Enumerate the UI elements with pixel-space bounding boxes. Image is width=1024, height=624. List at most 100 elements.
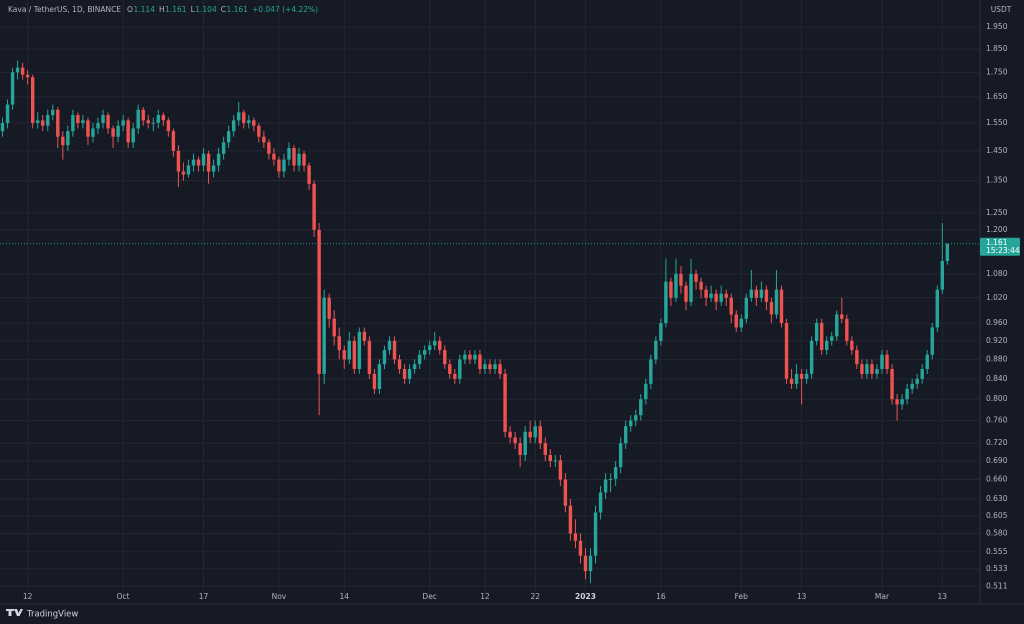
candle-body	[302, 153, 306, 166]
candle-body	[282, 159, 286, 172]
candle-body	[875, 369, 879, 374]
candle-body	[257, 125, 261, 137]
candle-body	[397, 359, 402, 370]
candle-body	[789, 378, 794, 384]
candle-body	[458, 359, 462, 379]
candle-body	[453, 373, 457, 379]
candle-body	[850, 340, 854, 351]
x-tick-label: Dec	[422, 592, 437, 601]
candle-body	[151, 122, 155, 124]
candle-body	[252, 120, 256, 126]
y-tick-label: 0.660	[986, 475, 1008, 484]
candle-body	[171, 131, 176, 151]
candle-body	[478, 354, 482, 370]
candle-body	[322, 297, 326, 374]
candle-body	[679, 273, 683, 286]
candle-body	[654, 340, 658, 360]
candle-body	[186, 165, 191, 175]
candle-body	[498, 364, 502, 374]
candle-body	[312, 183, 316, 230]
candle-body	[126, 120, 130, 143]
y-tick-label: 0.800	[986, 394, 1008, 403]
legend-change: +0.047 (+4.22%)	[252, 5, 318, 14]
x-tick-label: Mar	[875, 592, 890, 601]
x-tick-label: Feb	[735, 592, 749, 601]
candle-body	[860, 364, 864, 374]
candle-body	[759, 289, 764, 298]
brand: TradingView	[26, 610, 78, 620]
candle-body	[533, 426, 537, 438]
candle-body	[101, 115, 105, 124]
logo: TradingView	[6, 609, 78, 620]
candle-body	[15, 67, 20, 73]
candle-body	[634, 415, 638, 421]
candle-body	[277, 159, 281, 172]
candle-body	[267, 142, 271, 154]
candle-body	[30, 77, 35, 124]
y-tick-label: 0.555	[986, 547, 1008, 556]
y-tick-label: 0.511	[986, 581, 1008, 590]
candle-body	[0, 123, 5, 132]
legend-value: 1.114	[133, 5, 155, 14]
candle-body	[794, 373, 799, 384]
candle-body	[357, 331, 362, 370]
candle-body	[468, 354, 472, 360]
candle-body	[41, 120, 45, 126]
candle-body	[845, 318, 849, 341]
x-tick-label: 2023	[575, 592, 596, 601]
candle-body	[25, 74, 30, 78]
x-tick-label: 12	[480, 592, 490, 601]
y-tick-label: 0.533	[986, 564, 1008, 573]
candle-body	[890, 369, 894, 400]
legend-key: H	[159, 5, 165, 14]
candle-body	[412, 364, 417, 370]
candle-body	[830, 336, 834, 341]
candle-body	[709, 293, 713, 298]
candle-body	[493, 364, 497, 370]
candle-body	[342, 350, 346, 360]
candle-body	[387, 340, 392, 351]
y-tick-label: 1.550	[986, 118, 1008, 127]
candle-body	[603, 479, 608, 493]
candle-body	[895, 399, 899, 405]
candle-body	[231, 120, 236, 132]
candle-body	[347, 340, 351, 360]
candle-body	[317, 229, 321, 374]
candle-body	[749, 289, 754, 298]
candle-body	[508, 431, 512, 438]
candle-body	[905, 388, 909, 400]
candle-body	[578, 540, 583, 556]
legend-key: O	[127, 5, 133, 14]
candle-body	[623, 426, 628, 444]
candle-body	[96, 123, 100, 129]
candle-body	[719, 293, 723, 302]
candle-body	[930, 327, 934, 355]
y-tick-label: 1.080	[986, 269, 1008, 278]
candle-body	[307, 165, 311, 184]
candle-body	[819, 323, 824, 351]
candle-body	[332, 318, 336, 337]
candle-body	[76, 115, 80, 124]
legend-key: C	[221, 5, 226, 14]
candle-body	[402, 369, 407, 379]
candle-body	[226, 131, 231, 143]
candle-body	[66, 131, 70, 146]
x-tick-label: 12	[23, 592, 33, 601]
candle-body	[422, 350, 427, 355]
candle-body	[292, 148, 296, 166]
candle-body	[724, 293, 728, 298]
logo-icon	[6, 609, 23, 616]
candle-body	[558, 460, 563, 480]
candle-body	[865, 364, 869, 374]
candle-layer	[0, 60, 950, 584]
candle-body	[608, 478, 613, 480]
candle-body	[915, 378, 919, 384]
candle-body	[774, 289, 779, 315]
candle-body	[181, 171, 186, 175]
candle-body	[473, 354, 477, 360]
candle-body	[689, 273, 693, 302]
candle-body	[734, 314, 738, 328]
candle-body	[543, 443, 547, 455]
candle-body	[206, 153, 211, 172]
